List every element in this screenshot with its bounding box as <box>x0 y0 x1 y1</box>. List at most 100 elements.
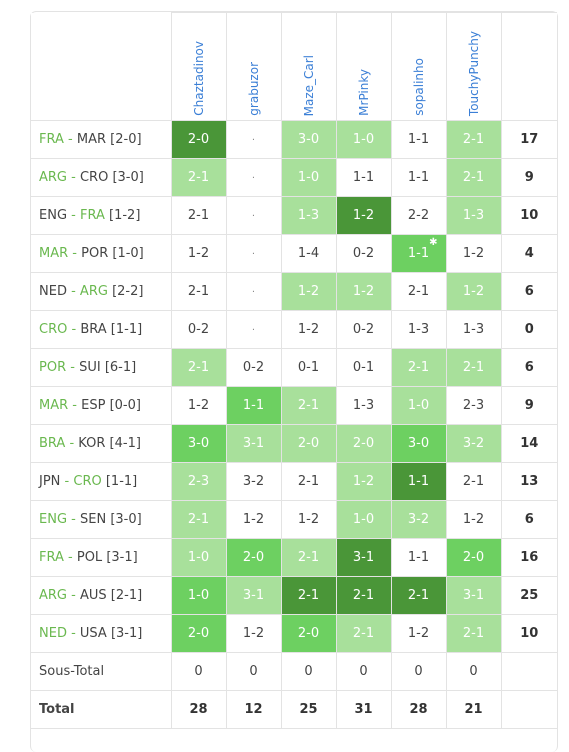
match-label: FRA - POL [3-1] <box>31 538 172 577</box>
match-label: ENG - SEN [3-0] <box>31 500 172 539</box>
away-team: CRO <box>73 474 102 489</box>
prediction-cell: 2-1 <box>335 614 392 653</box>
player-header[interactable]: grabuzor <box>225 12 282 121</box>
prediction-score: 1-1 <box>407 170 430 185</box>
home-team: ARG <box>39 588 67 603</box>
match-points: 10 <box>500 614 557 653</box>
prediction-cell: · <box>225 196 282 235</box>
prediction-score: 1-3 <box>297 208 320 223</box>
prediction-score: 0-2 <box>352 246 375 261</box>
match-row: NED - ARG [2-2] 2-1 · 1-2 1-2 2-1 1-2 6 <box>31 272 557 311</box>
prediction-cell: 2-1 <box>170 348 227 387</box>
prediction-score: 0-1 <box>297 360 320 375</box>
prediction-cell: 2-1 <box>280 462 337 501</box>
prediction-score: 1-4 <box>297 246 320 261</box>
prediction-score: 2-0 <box>187 132 210 147</box>
prediction-score: 3-1 <box>242 436 265 451</box>
player-name: TouchyPunchy <box>466 30 481 116</box>
away-team: FRA <box>79 208 105 223</box>
player-header[interactable]: Chaztadinov <box>170 12 227 121</box>
prediction-cell: 1-0 <box>335 120 392 159</box>
prediction-cell: 2-1 <box>335 576 392 615</box>
prediction-score: 1-0 <box>187 550 210 565</box>
prediction-score: 1-1 <box>407 550 430 565</box>
match-row: MAR - POR [1-0] 1-2 · 1-4 0-2 1-1 ✱ 1-2 4 <box>31 234 557 273</box>
prediction-score: 2-1 <box>352 588 375 603</box>
prediction-score: 2-1 <box>407 360 430 375</box>
final-score: [0-0] <box>109 398 141 413</box>
away-team: SEN <box>79 512 107 527</box>
prediction-score: 1-1 <box>242 398 265 413</box>
subtotal-value: 0 <box>335 652 392 691</box>
away-team: ESP <box>81 398 106 413</box>
prediction-cell: 2-1 <box>445 462 502 501</box>
prediction-cell: · <box>225 120 282 159</box>
player-header[interactable]: TouchyPunchy <box>445 12 502 121</box>
player-name: MrPinky <box>356 69 371 116</box>
prediction-score: 1-2 <box>297 322 320 337</box>
player-header[interactable]: Maze_Carl <box>280 12 337 121</box>
prediction-cell: 3-1 <box>335 538 392 577</box>
match-points: 6 <box>500 500 557 539</box>
prediction-cell: 1-1 ✱ <box>390 234 447 273</box>
no-prediction-dot: · <box>251 287 256 298</box>
total-value: 25 <box>280 690 337 729</box>
prediction-score: 2-1 <box>407 588 430 603</box>
subtotal-row: Sous-Total 0 0 0 0 0 0 <box>31 652 557 691</box>
prediction-cell: 1-2 <box>445 500 502 539</box>
player-header[interactable]: sopalinho <box>390 12 447 121</box>
prediction-cell: 2-1 <box>280 386 337 425</box>
prediction-cell: 1-2 <box>280 272 337 311</box>
final-score: [2-2] <box>112 284 144 299</box>
prediction-score: 2-1 <box>352 626 375 641</box>
prediction-cell: 2-1 <box>170 196 227 235</box>
prediction-score: 2-2 <box>407 208 430 223</box>
player-name: Maze_Carl <box>301 54 316 116</box>
match-row: CRO - BRA [1-1] 0-2 · 1-2 0-2 1-3 1-3 0 <box>31 310 557 349</box>
prediction-cell: 1-4 <box>280 234 337 273</box>
prediction-cell: 3-1 <box>225 576 282 615</box>
final-score: [3-1] <box>110 626 143 641</box>
prediction-score: 1-3 <box>407 322 430 337</box>
prediction-score: 1-3 <box>462 322 485 337</box>
match-label: ARG - CRO [3-0] <box>31 158 172 197</box>
prediction-score: 0-2 <box>242 360 265 375</box>
match-row: ENG - SEN [3-0] 2-1 1-2 1-2 1-0 3-2 1-2 6 <box>31 500 557 539</box>
prediction-score: 1-0 <box>352 132 375 147</box>
away-team: ARG <box>79 284 108 299</box>
prediction-cell: 1-3 <box>280 196 337 235</box>
match-label: NED - USA [3-1] <box>31 614 172 653</box>
home-team: CRO <box>39 322 68 337</box>
match-row: MAR - ESP [0-0] 1-2 1-1 2-1 1-3 1-0 2-3 9 <box>31 386 557 425</box>
prediction-score: 2-0 <box>462 550 485 565</box>
subtotal-empty <box>500 652 557 691</box>
player-header[interactable]: MrPinky <box>335 12 392 121</box>
prediction-cell: 2-2 <box>390 196 447 235</box>
prediction-cell: 3-1 <box>445 576 502 615</box>
final-score: [2-1] <box>110 588 143 603</box>
match-points: 0 <box>500 310 557 349</box>
team-separator: - <box>67 322 81 337</box>
no-prediction-dot: · <box>251 325 256 336</box>
prediction-score: 2-1 <box>187 360 210 375</box>
prediction-cell: 1-0 <box>170 576 227 615</box>
match-label: ENG - FRA [1-2] <box>31 196 172 235</box>
match-label: ARG - AUS [2-1] <box>31 576 172 615</box>
prediction-score: 3-1 <box>352 550 375 565</box>
prediction-score: 3-0 <box>407 436 430 451</box>
home-team: JPN <box>39 474 61 489</box>
final-score: [1-0] <box>112 246 144 261</box>
prediction-score: 2-1 <box>187 512 210 527</box>
points-header <box>500 12 557 121</box>
prediction-cell: 2-1 <box>170 158 227 197</box>
match-row: POR - SUI [6-1] 2-1 0-2 0-1 0-1 2-1 2-1 6 <box>31 348 557 387</box>
prediction-score: 2-1 <box>297 398 320 413</box>
final-score: [6-1] <box>104 360 137 375</box>
prediction-cell: 1-0 <box>390 386 447 425</box>
prediction-cell: 3-0 <box>280 120 337 159</box>
prediction-score: 2-1 <box>462 474 485 489</box>
prediction-cell: 1-0 <box>335 500 392 539</box>
prediction-score: 2-0 <box>297 626 320 641</box>
final-score: [3-0] <box>112 170 144 185</box>
match-label: CRO - BRA [1-1] <box>31 310 172 349</box>
